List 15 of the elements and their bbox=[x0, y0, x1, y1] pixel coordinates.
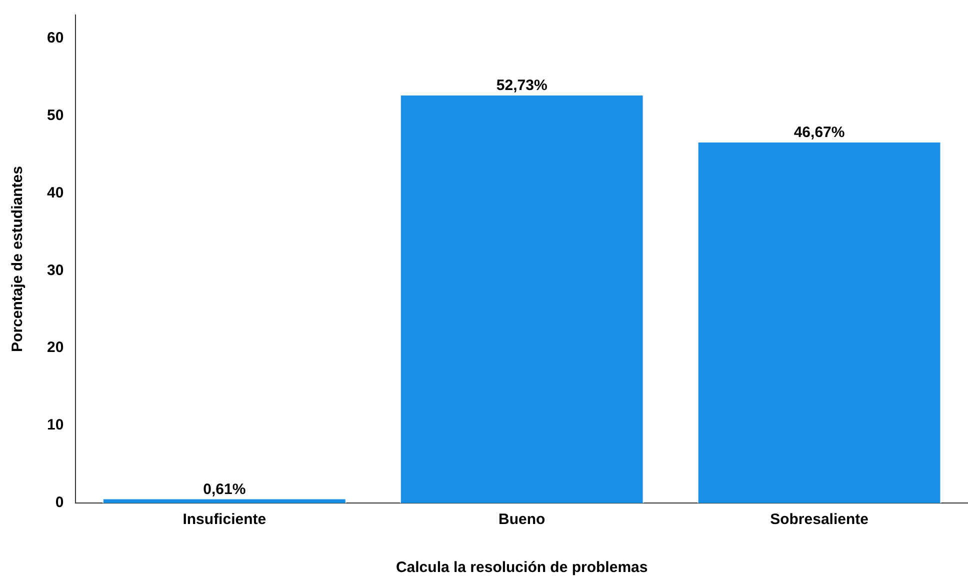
data-label: 52,73% bbox=[496, 77, 548, 94]
x-tick-label: Sobresaliente bbox=[770, 511, 868, 528]
x-axis-title: Calcula la resolución de problemas bbox=[396, 559, 648, 576]
y-tick-label: 50 bbox=[46, 106, 64, 124]
data-label: 0,61% bbox=[203, 480, 246, 498]
data-label: 46,67% bbox=[794, 124, 845, 142]
y-tick-label: 40 bbox=[46, 184, 64, 202]
y-tick-label: 20 bbox=[46, 339, 64, 356]
y-axis-title: Porcentaje de estudiantes bbox=[9, 166, 26, 352]
y-tick-label: 0 bbox=[55, 494, 64, 512]
x-tick-label: Insuficiente bbox=[182, 511, 266, 528]
y-tick-label: 60 bbox=[46, 29, 64, 46]
y-tick-label: 30 bbox=[46, 262, 64, 279]
x-tick-label: Bueno bbox=[498, 511, 546, 528]
y-tick-label: 10 bbox=[46, 416, 64, 434]
